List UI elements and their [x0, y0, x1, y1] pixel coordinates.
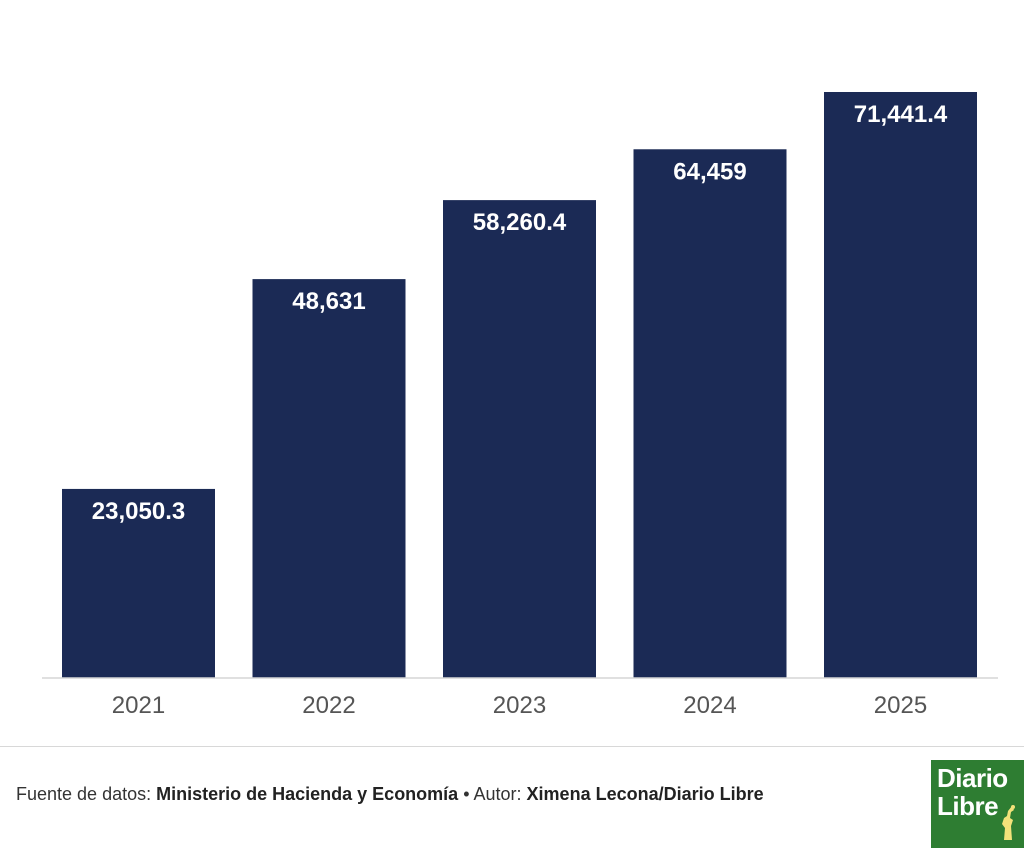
bars-group: 23,050.3 48,631 58,260.4 64,459 71,441.4: [62, 92, 977, 679]
bar-value-label-2024: 64,459: [673, 158, 746, 185]
footer-divider: [0, 746, 1024, 747]
source-name: Ministerio de Hacienda y Economía: [156, 784, 459, 804]
bar-chart: 23,050.3 48,631 58,260.4 64,459 71,441.4 202…: [42, 92, 998, 719]
bar-value-label-2025: 71,441.4: [854, 101, 948, 128]
diario-libre-logo: Diario Libre: [931, 760, 1024, 848]
x-tick-label-2025: 2025: [874, 692, 927, 719]
x-tick-label-2023: 2023: [493, 692, 546, 719]
logo-line-2: Libre: [937, 791, 999, 821]
bar-2023: [443, 200, 596, 679]
logo-text: Diario Libre: [937, 764, 1008, 820]
logo-line-1: Diario: [937, 763, 1008, 793]
source-credit: Fuente de datos: Ministerio de Hacienda …: [16, 781, 776, 807]
x-tick-label-2021: 2021: [112, 692, 165, 719]
liberty-figure-icon: [1002, 805, 1015, 840]
bar-value-label-2022: 48,631: [292, 288, 365, 315]
author-prefix: Autor:: [473, 784, 527, 804]
author-name: Ximena Lecona/Diario Libre: [526, 784, 764, 804]
x-tick-label-2024: 2024: [683, 692, 736, 719]
x-tick-label-2022: 2022: [302, 692, 355, 719]
x-tick-labels: 2021 2022 2023 2024 2025: [112, 692, 927, 719]
credit-separator: •: [458, 784, 474, 804]
bar-value-label-2021: 23,050.3: [92, 498, 185, 525]
bar-2025: [824, 92, 977, 678]
bar-2024: [633, 149, 787, 679]
bar-2022: [252, 279, 406, 678]
source-prefix: Fuente de datos:: [16, 784, 157, 804]
bar-value-label-2023: 58,260.4: [473, 209, 567, 236]
bar-2021: [62, 488, 215, 678]
